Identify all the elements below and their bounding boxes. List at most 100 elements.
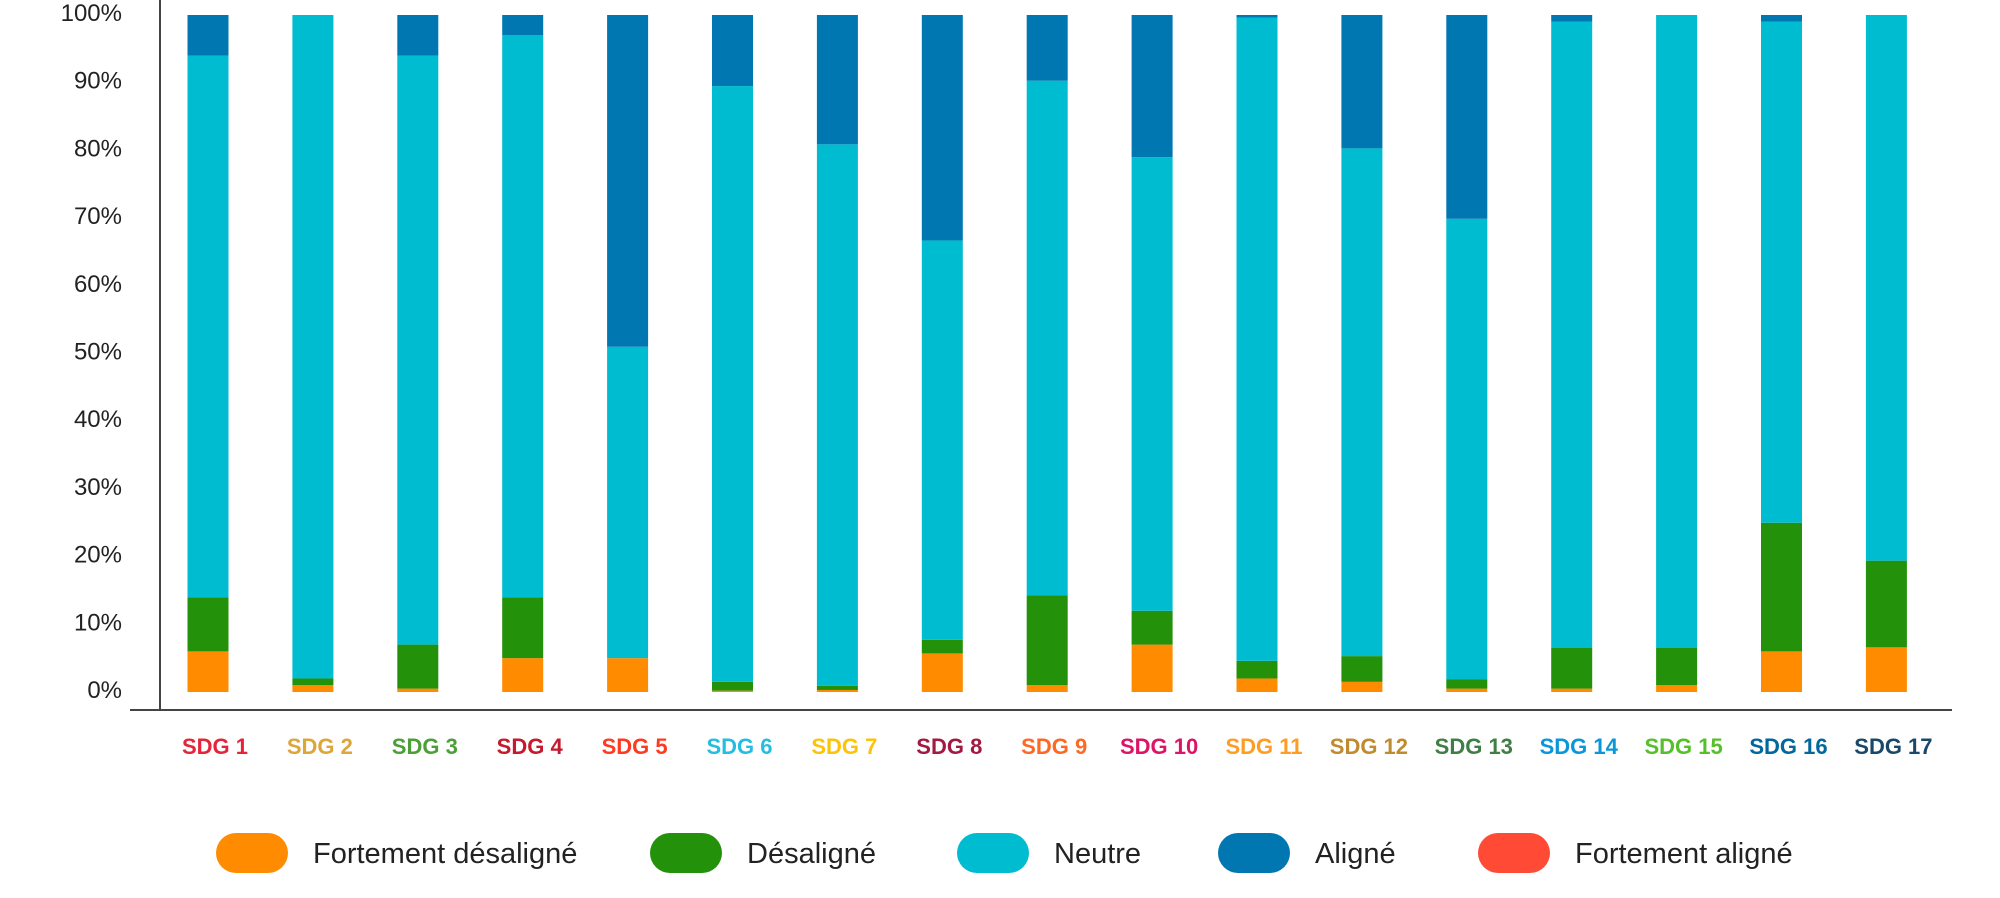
y-tick-label: 40% — [74, 406, 122, 433]
bar-stack — [607, 15, 649, 692]
bar-segment — [1551, 21, 1593, 648]
category-label: SDG 6 — [706, 734, 772, 759]
legend-swatch — [957, 833, 1029, 873]
bar-segment — [1551, 688, 1593, 692]
legend-swatch — [216, 833, 288, 873]
bar-segment — [712, 15, 753, 87]
bar-stack — [1551, 15, 1593, 692]
y-axis-ticks: 100% 90% 80% 70% 60% 50% 40% 30% 20% 10% 0% — [61, 0, 122, 704]
bar-segment — [1131, 644, 1173, 692]
bar-stack — [1446, 15, 1488, 692]
bar-segment — [397, 15, 439, 56]
bar-stack — [1026, 15, 1068, 692]
bar-segment — [921, 15, 963, 241]
bar-segment — [1656, 647, 1698, 686]
bar-segment — [1446, 688, 1488, 692]
legend-swatch — [1478, 833, 1550, 873]
bar-segment — [1341, 148, 1383, 657]
y-tick-label: 100% — [61, 0, 122, 27]
category-label: SDG 7 — [811, 734, 877, 759]
category-label: SDG 14 — [1540, 734, 1619, 759]
category-label: SDG 15 — [1644, 734, 1722, 759]
bar-segment — [607, 658, 649, 692]
bar-segment — [187, 55, 229, 598]
bar-segment — [1341, 681, 1383, 692]
bar-segment — [1341, 656, 1383, 682]
bar-segment — [1026, 80, 1068, 596]
bar-stack — [816, 15, 858, 692]
bar-segment — [921, 653, 963, 692]
bar-segment — [1236, 660, 1278, 679]
y-tick-label: 10% — [74, 609, 122, 636]
bar-segment — [712, 86, 753, 682]
bar-segment — [1551, 15, 1593, 22]
bar-segment — [1341, 15, 1383, 149]
bar-segment — [712, 690, 753, 692]
bar-stack — [1131, 15, 1173, 692]
bar-segment — [1656, 685, 1698, 692]
y-tick-label: 70% — [74, 203, 122, 230]
legend-label: Désaligné — [747, 838, 876, 870]
legend-item: Fortement désaligné — [216, 833, 577, 873]
bar-segment — [1761, 21, 1802, 523]
bar-segment — [292, 15, 334, 679]
bar-segment — [397, 688, 439, 692]
bar-segment — [1656, 15, 1698, 648]
bar-segment — [1865, 560, 1907, 648]
bar-segment — [921, 240, 963, 640]
bar-segment — [502, 15, 544, 36]
bar-segment — [816, 144, 858, 686]
category-label: SDG 5 — [602, 734, 668, 759]
x-axis-categories: SDG 1 SDG 2 SDG 3 SDG 4 SDG 5 SDG 6 SDG 7 SDG 8… — [182, 734, 1933, 759]
category-label: SDG 1 — [182, 734, 248, 759]
bar-stack — [397, 15, 439, 692]
category-label: SDG 9 — [1021, 734, 1087, 759]
bar-segment — [1551, 647, 1593, 689]
bar-stack — [502, 15, 544, 692]
y-tick-label: 30% — [74, 474, 122, 501]
bar-segment — [1761, 15, 1802, 22]
bar-segment — [816, 15, 858, 145]
bar-stack — [292, 15, 334, 692]
bar-segment — [1026, 15, 1068, 81]
legend-swatch — [1218, 833, 1290, 873]
category-label: SDG 12 — [1330, 734, 1408, 759]
bar-segment — [1865, 647, 1907, 692]
y-tick-label: 50% — [74, 339, 122, 366]
bar-segment — [1131, 157, 1173, 611]
y-tick-label: 0% — [87, 677, 122, 704]
bar-stack — [187, 15, 229, 692]
bar-segment — [1761, 522, 1802, 652]
bar-segment — [292, 685, 334, 692]
y-tick-label: 80% — [74, 135, 122, 162]
bar-segment — [921, 639, 963, 654]
bar-stack — [1236, 15, 1278, 692]
bar-segment — [712, 681, 753, 691]
bars — [187, 15, 1907, 692]
bar-segment — [1236, 15, 1278, 18]
bar-stack — [1865, 15, 1907, 692]
bar-segment — [397, 55, 439, 645]
y-tick-label: 90% — [74, 68, 122, 95]
legend-item: Désaligné — [650, 833, 876, 873]
legend-item: Aligné — [1218, 833, 1396, 873]
bar-segment — [1446, 679, 1488, 689]
legend-item: Neutre — [957, 833, 1141, 873]
bar-segment — [1236, 17, 1278, 661]
bar-segment — [1865, 15, 1907, 561]
bar-segment — [397, 644, 439, 689]
bar-segment — [187, 15, 229, 56]
bar-segment — [1446, 15, 1488, 219]
legend-item: Fortement aligné — [1478, 833, 1793, 873]
category-label: SDG 3 — [392, 734, 458, 759]
bar-segment — [1026, 685, 1068, 692]
bar-segment — [1026, 595, 1068, 686]
bar-segment — [1131, 610, 1173, 645]
category-label: SDG 11 — [1225, 734, 1302, 759]
category-label: SDG 8 — [916, 734, 982, 759]
bar-stack — [1656, 15, 1698, 692]
bar-segment — [1236, 678, 1278, 692]
legend-label: Fortement désaligné — [313, 838, 577, 870]
y-tick-label: 60% — [74, 271, 122, 298]
